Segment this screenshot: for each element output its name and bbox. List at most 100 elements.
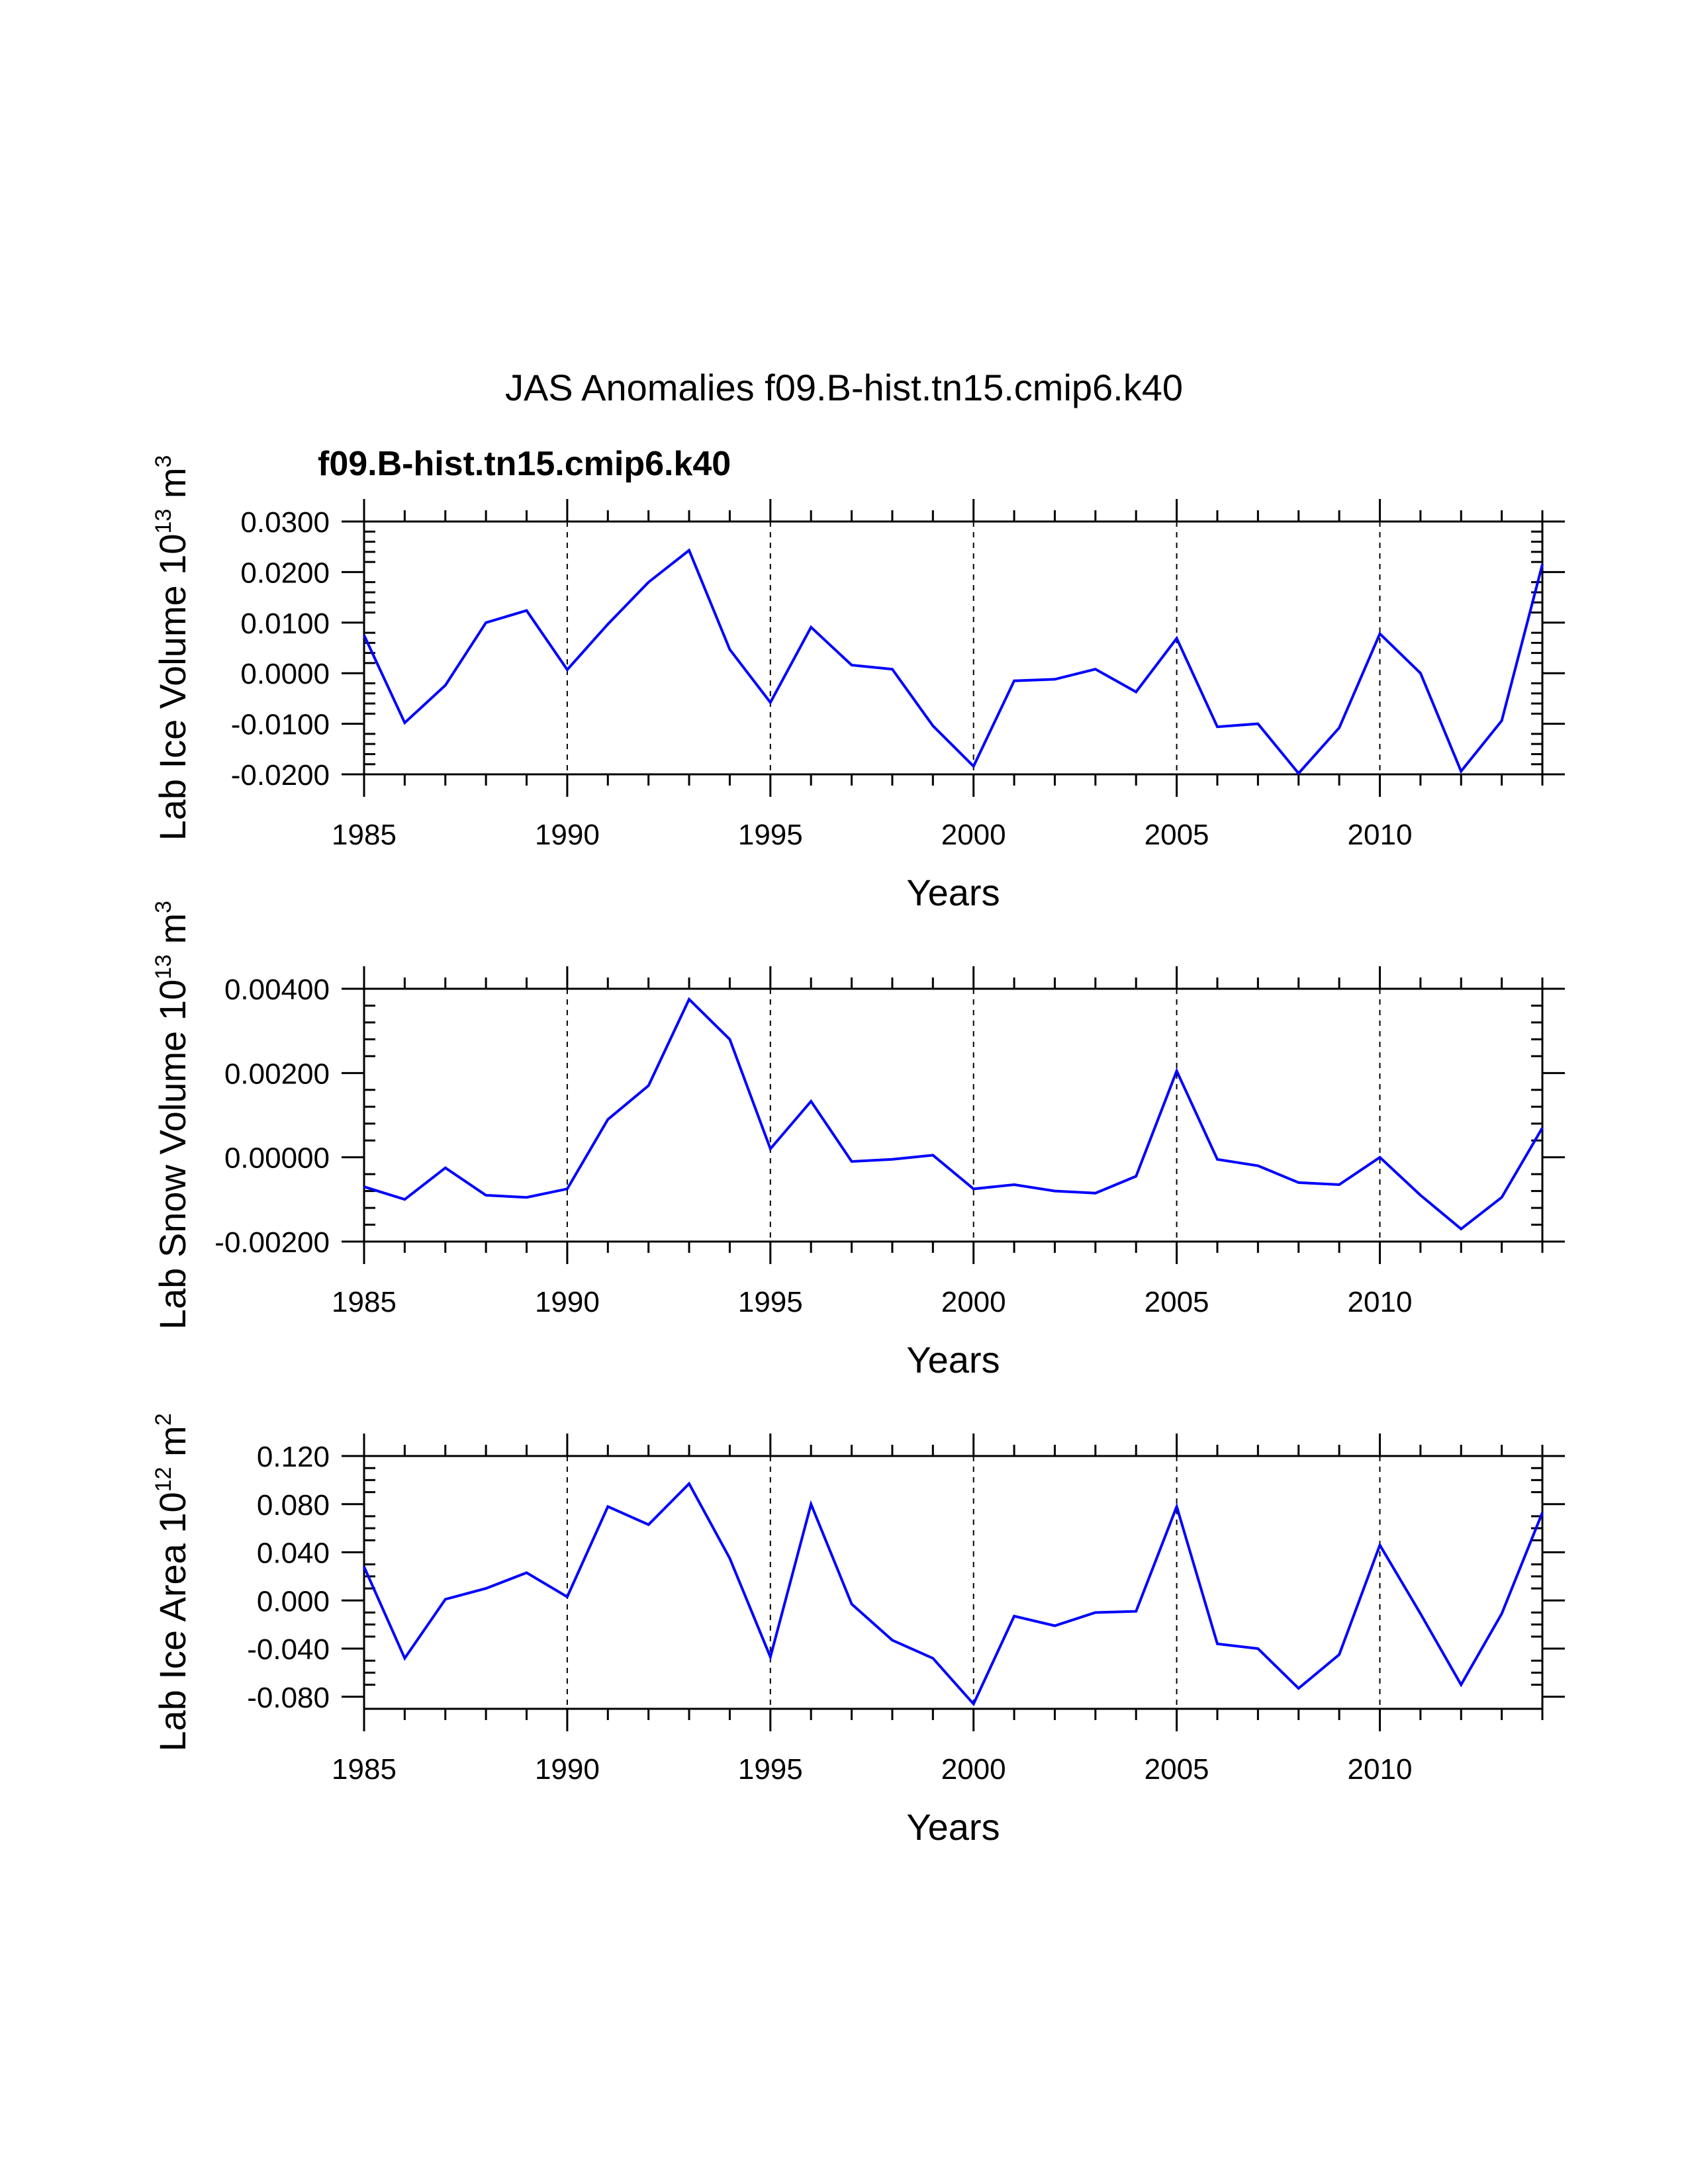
data-point-2014 (1541, 1511, 1544, 1514)
data-point-2001 (1013, 680, 1015, 682)
y-axis-title: Lab Ice Area 1012 m2 (151, 1413, 193, 1751)
data-point-1991 (606, 623, 609, 625)
data-point-1990 (566, 1187, 569, 1190)
y-tick-label: 0.0100 (240, 608, 330, 640)
data-point-1997 (851, 1603, 853, 1606)
data-point-2009 (1338, 727, 1340, 729)
y-tick-label: 0.080 (257, 1489, 330, 1522)
series-subtitle: f09.B-hist.tn15.cmip6.k40 (318, 445, 731, 483)
panel-ice-area: -0.080 -0.040 0.000 0.040 0.080 0.120 1985 1990… (151, 1413, 1565, 1848)
data-point-1992 (647, 1524, 650, 1526)
x-tick-label: 2010 (1348, 1753, 1413, 1786)
x-tick-label: 2005 (1145, 1753, 1209, 1786)
series-line (363, 997, 1544, 1231)
plot-frame (363, 520, 1544, 776)
data-point-1991 (606, 1118, 609, 1120)
data-point-2008 (1297, 772, 1300, 774)
data-point-1996 (810, 1100, 812, 1103)
data-point-1987 (444, 684, 447, 687)
data-point-1994 (728, 648, 731, 651)
data-point-1995 (769, 1656, 772, 1659)
data-point-1985 (363, 1565, 365, 1568)
data-point-2013 (1501, 1196, 1503, 1199)
data-point-1992 (647, 1084, 650, 1087)
y-tick-label: -0.00200 (214, 1226, 330, 1259)
data-point-1986 (403, 1198, 406, 1201)
data-point-2009 (1338, 1653, 1340, 1656)
data-point-2012 (1460, 1228, 1462, 1230)
data-point-1998 (891, 1639, 894, 1641)
y-tick-label: 0.0300 (240, 506, 330, 539)
y-tick-label: 0.040 (257, 1537, 330, 1570)
data-point-1985 (363, 1185, 365, 1188)
data-point-2014 (1541, 1126, 1544, 1129)
y-axis-title: Lab Ice Volume 1013 m3 (151, 455, 193, 841)
x-axis-title: Years (906, 1339, 1000, 1381)
data-point-1999 (931, 1657, 934, 1660)
data-point-1993 (688, 549, 690, 552)
data-point-1989 (526, 1571, 528, 1574)
y-tick-label: -0.0100 (231, 709, 330, 741)
x-tick-label: 1985 (332, 819, 397, 851)
data-point-2004 (1135, 1175, 1137, 1177)
main-title: JAS Anomalies f09.B-hist.tn15.cmip6.k40 (505, 367, 1183, 408)
x-tick-label: 2000 (941, 1753, 1006, 1786)
y-tick-label: -0.040 (247, 1633, 330, 1666)
plot-frame (363, 1455, 1544, 1710)
data-point-1988 (485, 1194, 487, 1197)
data-point-1990 (566, 668, 569, 671)
x-tick-label: 2000 (941, 819, 1006, 851)
data-point-1989 (526, 609, 528, 612)
data-point-1995 (769, 702, 772, 704)
x-tick-label: 1985 (332, 1286, 397, 1318)
y-tick-label: 0.00400 (224, 974, 330, 1006)
data-point-2006 (1216, 1158, 1219, 1161)
series-line (363, 548, 1544, 776)
x-tick-label: 1990 (535, 1753, 600, 1786)
data-point-2007 (1256, 1647, 1259, 1650)
data-point-1988 (485, 1587, 487, 1590)
data-point-1999 (931, 1154, 934, 1156)
data-point-2003 (1094, 1611, 1097, 1614)
data-point-1991 (606, 1505, 609, 1508)
x-tick-label: 1995 (738, 1753, 803, 1786)
data-point-2002 (1053, 678, 1056, 680)
plot-frame (363, 987, 1544, 1243)
data-point-1993 (688, 1482, 690, 1485)
data-point-2004 (1135, 690, 1137, 693)
data-point-2005 (1176, 1505, 1178, 1508)
data-point-1990 (566, 1596, 569, 1598)
x-tick-label: 2010 (1348, 1286, 1413, 1318)
x-tick-label: 1990 (535, 1286, 600, 1318)
data-point-1989 (526, 1196, 528, 1199)
y-tick-label: 0.120 (257, 1441, 330, 1473)
y-tick-label: 0.000 (257, 1585, 330, 1617)
data-point-2005 (1176, 637, 1178, 639)
x-tick-label: 2005 (1145, 819, 1209, 851)
data-point-2004 (1135, 1610, 1137, 1613)
x-axis-title: Years (906, 1806, 1000, 1848)
data-point-1996 (810, 1503, 812, 1506)
data-point-2011 (1419, 1194, 1422, 1197)
data-point-2001 (1013, 1183, 1015, 1186)
data-point-1986 (403, 721, 406, 724)
data-point-1998 (891, 668, 894, 670)
data-point-2002 (1053, 1190, 1056, 1193)
data-point-1987 (444, 1167, 447, 1169)
data-point-2008 (1297, 1181, 1300, 1184)
x-tick-label: 2010 (1348, 819, 1413, 851)
data-point-2013 (1501, 719, 1503, 722)
data-point-2013 (1501, 1612, 1503, 1615)
data-point-2002 (1053, 1624, 1056, 1627)
data-point-2008 (1297, 1687, 1300, 1690)
data-point-2000 (972, 765, 975, 768)
data-point-2003 (1094, 1192, 1097, 1195)
y-tick-label: 0.0200 (240, 557, 330, 589)
x-tick-label: 1985 (332, 1753, 397, 1786)
x-tick-label: 2000 (941, 1286, 1006, 1318)
data-point-1994 (728, 1557, 731, 1560)
x-tick-label: 2005 (1145, 1286, 1209, 1318)
data-point-2000 (972, 1187, 975, 1190)
data-point-1992 (647, 581, 650, 584)
data-point-1985 (363, 634, 365, 637)
